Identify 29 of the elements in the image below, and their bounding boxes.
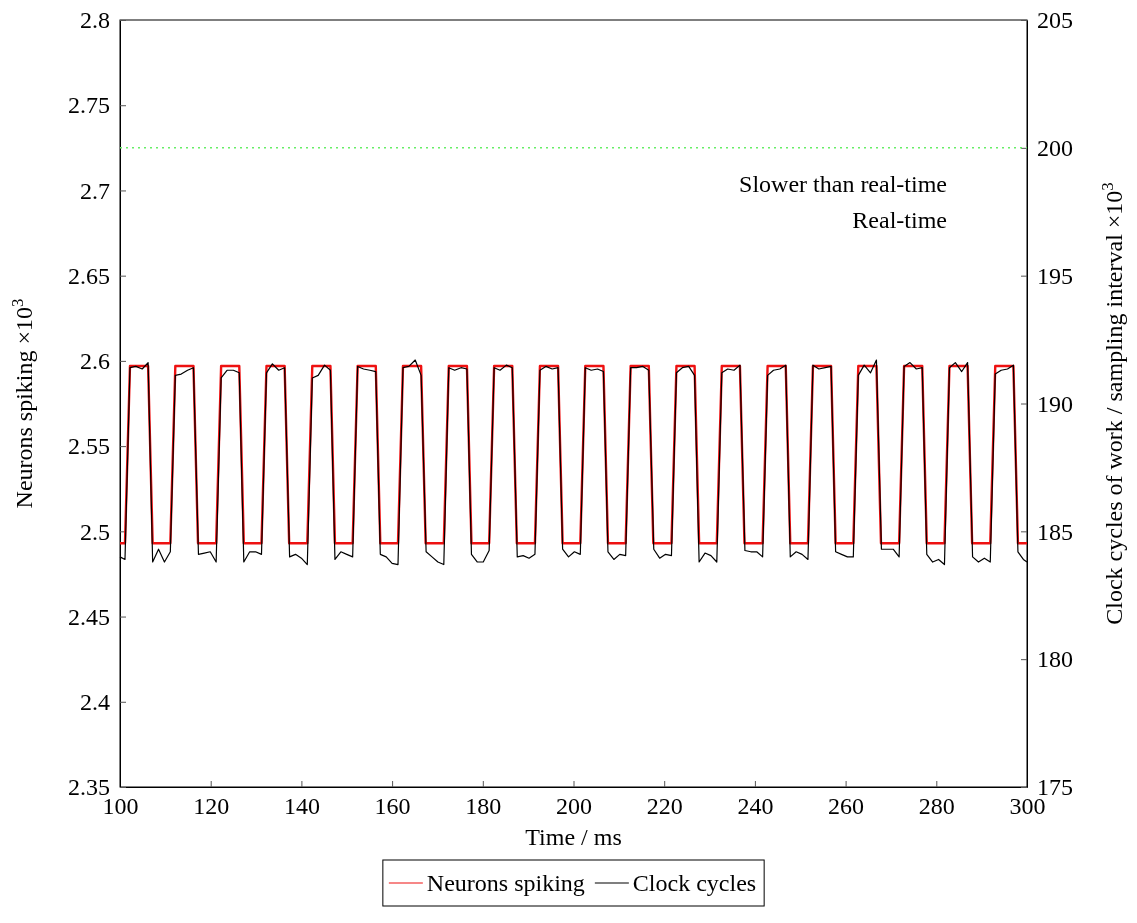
- x-tick-label: 240: [737, 793, 774, 820]
- x-tick-label: 200: [556, 793, 592, 820]
- x-tick-label: 180: [465, 793, 502, 820]
- annotation: Slower than real-time: [739, 171, 947, 197]
- x-tick-label: 260: [828, 793, 865, 820]
- y-tick-label: 2.6: [80, 348, 110, 375]
- y-tick-label: 2.5: [80, 518, 110, 545]
- x-tick-label: 160: [374, 793, 411, 820]
- x-tick-label: 140: [283, 793, 320, 820]
- y-tick-label: 2.45: [68, 603, 110, 630]
- y-tick-label: 2.7: [80, 177, 110, 204]
- y2-tick-label: 180: [1037, 646, 1073, 673]
- y2-tick-label: 185: [1037, 518, 1073, 545]
- x-axis-title: Time / ms: [525, 824, 622, 850]
- x-tick-label: 120: [193, 793, 230, 820]
- y-tick-label: 2.55: [68, 433, 110, 460]
- y-tick-label: 2.75: [68, 92, 110, 119]
- x-tick-label: 220: [646, 793, 683, 820]
- y2-tick-label: 195: [1037, 262, 1073, 289]
- annotation: Real-time: [852, 207, 947, 233]
- legend-label: Clock cycles: [632, 870, 757, 897]
- y2-tick-label: 200: [1037, 135, 1073, 162]
- y2-tick-label: 205: [1037, 7, 1073, 34]
- y2-tick-label: 190: [1037, 390, 1073, 417]
- y-tick-label: 2.65: [68, 262, 110, 289]
- y-tick-label: 2.4: [80, 688, 110, 715]
- x-tick-label: 280: [918, 793, 955, 820]
- y-tick-label: 2.8: [80, 7, 110, 34]
- legend-label: Neurons spiking: [426, 870, 585, 897]
